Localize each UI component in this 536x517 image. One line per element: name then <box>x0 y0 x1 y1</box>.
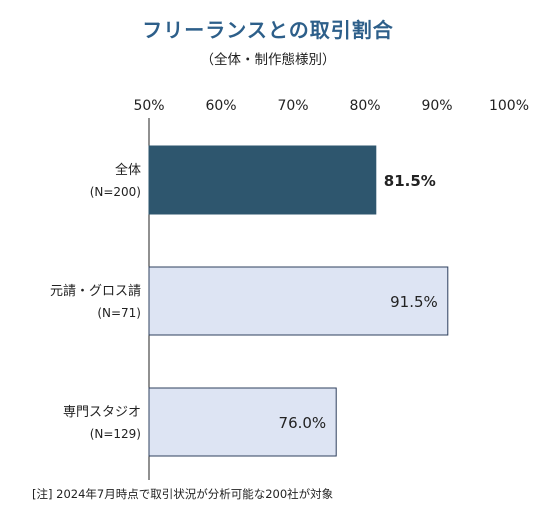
x-tick-label: 100% <box>489 98 529 114</box>
category-label: 全体 <box>115 162 141 178</box>
data-label: 81.5% <box>384 172 436 190</box>
chart-subtitle: （全体・制作態様別） <box>200 52 336 68</box>
category-label: 専門スタジオ <box>63 405 141 420</box>
chart-title: フリーランスとの取引割合 <box>142 18 394 42</box>
x-tick-label: 70% <box>277 98 308 114</box>
bar <box>148 266 449 336</box>
x-tick-label: 80% <box>349 98 380 114</box>
x-tick-label: 90% <box>421 98 452 114</box>
sample-size-label: (N=129) <box>90 427 141 441</box>
bar <box>148 387 337 457</box>
sample-size-label: (N=200) <box>90 185 141 199</box>
data-label: 91.5% <box>390 293 438 311</box>
x-tick-label: 50% <box>133 98 164 114</box>
bar <box>148 145 377 215</box>
x-tick-label: 60% <box>205 98 236 114</box>
footnote: [注] 2024年7月時点で取引状況が分析可能な200社が対象 <box>32 487 334 501</box>
category-label: 元請・グロス請 <box>50 284 141 299</box>
data-label: 76.0% <box>279 414 327 432</box>
sample-size-label: (N=71) <box>97 306 141 320</box>
